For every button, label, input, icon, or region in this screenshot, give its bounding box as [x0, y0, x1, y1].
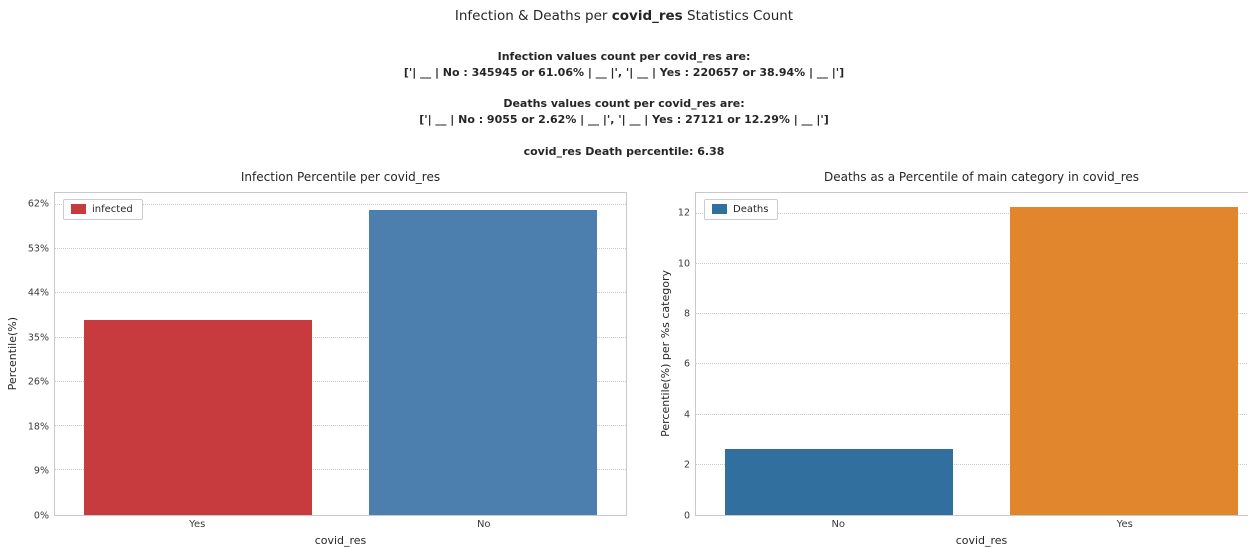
death-percentile-line: covid_res Death percentile: 6.38 [523, 144, 725, 158]
page-title: Infection & Deaths per covid_res Statist… [0, 8, 1248, 24]
infection-chart-plot-col: Infection Percentile per covid_res infec… [54, 170, 627, 547]
gridline [696, 413, 1248, 415]
legend-swatch-infected [71, 204, 86, 215]
y-tick-label: 18% [27, 421, 49, 433]
deaths-stats-label: Deaths values count per covid_res are: [503, 96, 745, 110]
deaths-chart-plot-col: Deaths as a Percentile of main category … [695, 170, 1248, 547]
gridline [55, 292, 626, 294]
page-title-emphasis: covid_res [611, 8, 683, 24]
gridline [55, 425, 626, 427]
deaths-chart-ylabel-col: Percentile(%) per %s category [657, 192, 673, 516]
page-title-suffix: Statistics Count [682, 8, 794, 24]
y-tick-label: 0 [683, 510, 690, 522]
bar-yes [83, 320, 312, 515]
deaths-chart-plot: Deaths [695, 191, 1248, 516]
gridline [696, 263, 1248, 265]
legend-label-deaths: Deaths [733, 203, 769, 215]
infection-chart-ylabel: Percentile(%) [5, 317, 19, 391]
page-title-prefix: Infection & Deaths per [454, 8, 612, 24]
y-tick-label: 35% [27, 332, 49, 344]
deaths-chart-figure: Percentile(%) per %s category 0 2 4 6 8 10 12 … [657, 170, 1248, 547]
x-tick-label: Yes [1116, 518, 1133, 530]
gridline [696, 213, 1248, 215]
x-tick-label: No [476, 518, 491, 530]
deaths-chart-xlabel: covid_res [955, 533, 1008, 547]
deaths-chart-legend: Deaths [704, 198, 779, 220]
gridline [55, 380, 626, 382]
infection-stats: Infection values count per covid_res are… [0, 49, 1248, 81]
deaths-stats: Deaths values count per covid_res are: [… [0, 96, 1248, 128]
infection-chart-yticks: 0% 9% 18% 26% 35% 44% 53% 62% [20, 192, 54, 522]
gridline [55, 203, 626, 205]
infection-chart-xlabel: covid_res [314, 533, 367, 547]
charts-row: Percentile(%) 0% 9% 18% 26% 35% 44% 53% 62% Inf… [0, 170, 1248, 547]
x-tick-label: Yes [189, 518, 206, 530]
infection-chart-xticks: Yes No [54, 516, 627, 531]
y-tick-label: 12 [677, 207, 690, 219]
gridline [696, 463, 1248, 465]
deaths-chart-yticks: 0 2 4 6 8 10 12 [673, 192, 695, 522]
y-tick-label: 26% [27, 376, 49, 388]
gridline [55, 469, 626, 471]
deaths-chart-ylabel: Percentile(%) per %s category [658, 270, 672, 438]
gridline [696, 363, 1248, 365]
deaths-chart-title: Deaths as a Percentile of main category … [823, 169, 1140, 184]
y-tick-label: 0% [33, 510, 49, 522]
infection-stats-label: Infection values count per covid_res are… [497, 50, 751, 63]
y-tick-label: 8 [683, 308, 690, 320]
y-tick-label: 2 [683, 459, 690, 471]
gridline [55, 336, 626, 338]
infection-chart-plot: infected [54, 191, 627, 516]
bar-no [724, 449, 953, 515]
bar-yes [1010, 206, 1239, 515]
bar-no [369, 209, 598, 515]
y-tick-label: 6 [683, 358, 690, 370]
y-tick-label: 53% [27, 243, 49, 255]
y-tick-label: 9% [33, 465, 49, 477]
y-tick-label: 62% [27, 198, 49, 210]
infection-chart-legend: infected [63, 198, 143, 220]
header: Infection & Deaths per covid_res Statist… [0, 0, 1248, 158]
deaths-stats-values: ['| __ | No : 9055 or 2.62% | __ |', '| … [419, 112, 829, 126]
y-tick-label: 10 [677, 258, 690, 270]
gridline [696, 313, 1248, 315]
infection-chart-ylabel-col: Percentile(%) [4, 192, 20, 516]
y-tick-label: 4 [683, 409, 690, 421]
gridline [55, 248, 626, 250]
y-tick-label: 44% [27, 287, 49, 299]
x-tick-label: No [831, 518, 846, 530]
infection-chart-title: Infection Percentile per covid_res [240, 169, 441, 184]
infection-stats-values: ['| __ | No : 345945 or 61.06% | __ |', … [403, 65, 845, 79]
legend-swatch-deaths [712, 204, 727, 215]
infection-chart-figure: Percentile(%) 0% 9% 18% 26% 35% 44% 53% 62% Inf… [4, 170, 627, 547]
deaths-chart-xticks: No Yes [695, 516, 1248, 531]
legend-label-infected: infected [92, 203, 133, 215]
